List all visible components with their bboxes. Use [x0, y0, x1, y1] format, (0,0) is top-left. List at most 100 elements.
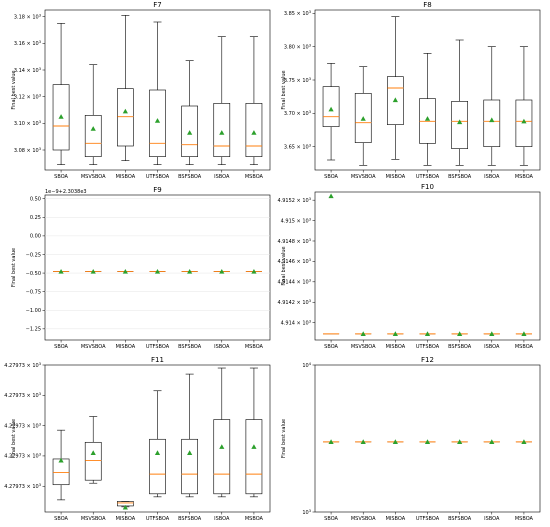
mean-marker	[90, 268, 96, 274]
mean-marker	[424, 116, 431, 121]
mean-marker	[154, 450, 161, 455]
chart-title: F9	[153, 186, 161, 194]
y-tick-label: 4.9148 × 103	[277, 238, 311, 245]
box-misboa	[117, 268, 134, 274]
x-tick-label: MSBOA	[515, 516, 534, 522]
x-tick-label: MSBOA	[245, 174, 264, 180]
mean-marker	[328, 439, 334, 444]
y-tick-label: 3.16 × 103	[14, 40, 41, 47]
box-isboa	[213, 268, 230, 274]
panel-f12: F12 Final best value 103 104 SBOA MSVSBOA MISB…	[281, 356, 541, 522]
y-tick-label: 4.27973 × 103	[4, 483, 41, 490]
x-tick-label: BSFSBOA	[178, 174, 202, 180]
x-tick-label: MSVSBOA	[351, 516, 376, 522]
box-iqr	[181, 438, 198, 495]
y-tick-label: 4.27973 × 103	[4, 453, 41, 460]
box-msvsboa	[355, 331, 372, 336]
mean-marker	[187, 130, 193, 135]
y-axis-label: Final best value	[11, 70, 17, 109]
box-iqr	[84, 115, 102, 157]
y-tick-label: 3.18 × 103	[14, 13, 41, 20]
mean-marker	[521, 118, 527, 124]
box-sboa	[322, 63, 340, 161]
box-msvsboa	[354, 66, 372, 166]
x-tick-label: MISBOA	[116, 344, 136, 350]
y-tick-label: −0.75	[26, 289, 41, 295]
x-tick-label: UTFSBOA	[146, 344, 170, 350]
x-tick-label: MISBOA	[116, 174, 136, 180]
x-tick-label: ISBOA	[484, 516, 500, 522]
x-tick-label: SBOA	[54, 344, 68, 350]
y-axis-label: Final best value	[11, 419, 17, 458]
y-tick-label: 3.12 × 103	[14, 93, 41, 100]
box-msboa	[245, 268, 262, 274]
mean-marker	[219, 444, 225, 449]
box-iqr	[213, 103, 231, 157]
mean-marker	[457, 331, 463, 336]
box-msboa	[245, 367, 263, 498]
y-tick-label: 4.915 × 103	[281, 217, 311, 224]
mean-marker	[154, 268, 161, 274]
y-tick-label: 0.00	[30, 234, 41, 240]
mean-marker	[90, 126, 96, 131]
x-tick-label: MISBOA	[386, 344, 406, 350]
mean-marker	[424, 439, 431, 444]
y-tick-label: 4.914 × 103	[281, 319, 311, 326]
box-iqr	[84, 441, 102, 481]
y-tick-label: −0.25	[26, 252, 41, 258]
y-tick-label: 3.08 × 103	[14, 147, 41, 154]
y-tick-label: 104	[302, 362, 311, 369]
box-iqr	[354, 93, 372, 143]
y-tick-label: 3.70 × 103	[284, 110, 311, 117]
y-axis-label: Final best value	[281, 246, 287, 285]
y-axis-label: Final best value	[281, 70, 287, 109]
x-tick-label: ISBOA	[214, 344, 230, 350]
y-tick-label: 4.27973 × 103	[4, 422, 41, 429]
x-tick-label: MISBOA	[386, 516, 406, 522]
mean-marker	[328, 193, 334, 199]
box-msvsboa	[355, 439, 372, 444]
y-tick-label: 3.85 × 103	[284, 10, 311, 17]
box-sboa	[52, 429, 70, 501]
box-isboa	[483, 46, 501, 166]
mean-marker	[219, 268, 225, 274]
y-tick-label: −0.50	[26, 271, 41, 277]
x-tick-label: BSFSBOA	[448, 516, 472, 522]
box-iqr	[387, 76, 404, 125]
y-tick-label: 4.9142 × 103	[277, 299, 311, 306]
box-bsfsboa	[181, 60, 198, 165]
box-misboa	[387, 16, 404, 160]
box-msboa	[245, 36, 263, 165]
box-iqr	[245, 419, 263, 495]
y-tick-label: 4.9146 × 103	[277, 258, 311, 265]
x-tick-label: MSVSBOA	[351, 344, 376, 350]
box-utfsboa	[419, 439, 436, 444]
box-msvsboa	[85, 268, 102, 274]
mean-marker	[392, 331, 398, 336]
box-sboa	[323, 193, 340, 335]
mean-marker	[122, 108, 128, 114]
panel-f8: F8 Final best value 3.65 × 103 3.70 × 103 3.…	[281, 1, 541, 180]
plot-frame	[314, 191, 541, 341]
box-msboa	[515, 46, 533, 166]
x-tick-label: MISBOA	[116, 516, 136, 522]
chart-title: F10	[421, 183, 434, 191]
box-iqr	[213, 419, 231, 495]
box-iqr	[322, 86, 340, 127]
box-misboa	[117, 501, 134, 510]
x-tick-label: MSBOA	[245, 516, 264, 522]
panel-f7: F7 Final best value 3.08 × 103 3.10 × 103 3.…	[11, 1, 271, 180]
mean-marker	[187, 450, 193, 455]
box-iqr	[52, 458, 70, 486]
x-tick-label: BSFSBOA	[448, 344, 472, 350]
y-tick-label: −1.00	[26, 308, 41, 314]
box-msboa	[515, 439, 532, 444]
box-iqr	[149, 438, 166, 495]
mean-marker	[457, 119, 463, 125]
x-tick-label: ISBOA	[484, 344, 500, 350]
mean-marker	[58, 114, 64, 119]
box-iqr	[483, 99, 501, 147]
x-tick-label: BSFSBOA	[178, 344, 202, 350]
chart-title: F12	[421, 356, 434, 364]
box-iqr	[245, 103, 263, 157]
